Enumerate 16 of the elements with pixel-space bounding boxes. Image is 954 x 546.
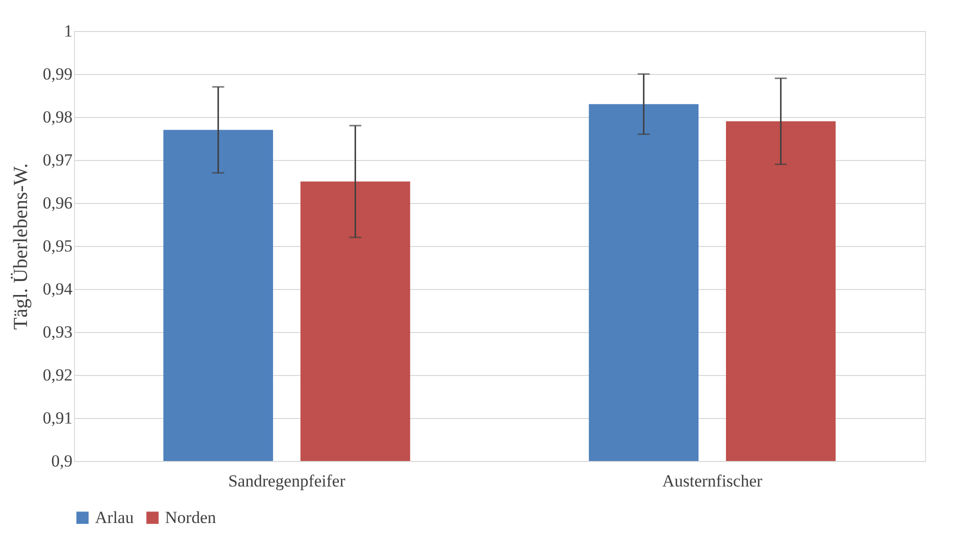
y-tick-label: 0,95 [42, 236, 72, 256]
x-tick-label: Austernfischer [662, 472, 763, 490]
y-tick-label: 0,91 [42, 408, 72, 428]
y-axis-title: Tägl. Überlebens-W. [10, 163, 32, 330]
y-tick-label: 0,97 [42, 150, 73, 170]
legend-label: Arlau [95, 508, 134, 527]
y-tick-label: 0,93 [42, 322, 72, 342]
y-tick-label: 0,94 [42, 280, 73, 298]
x-tick-label: Sandregenpfeifer [228, 472, 346, 490]
y-tick-label: 0,98 [42, 108, 72, 126]
y-tick-label: 0,92 [42, 366, 72, 384]
y-tick-label: 1 [64, 22, 72, 40]
y-tick-label: 0,99 [42, 64, 72, 84]
legend-label: Norden [165, 508, 216, 527]
y-tick-label: 0,96 [42, 194, 72, 212]
y-tick-label: 0,9 [51, 452, 72, 470]
